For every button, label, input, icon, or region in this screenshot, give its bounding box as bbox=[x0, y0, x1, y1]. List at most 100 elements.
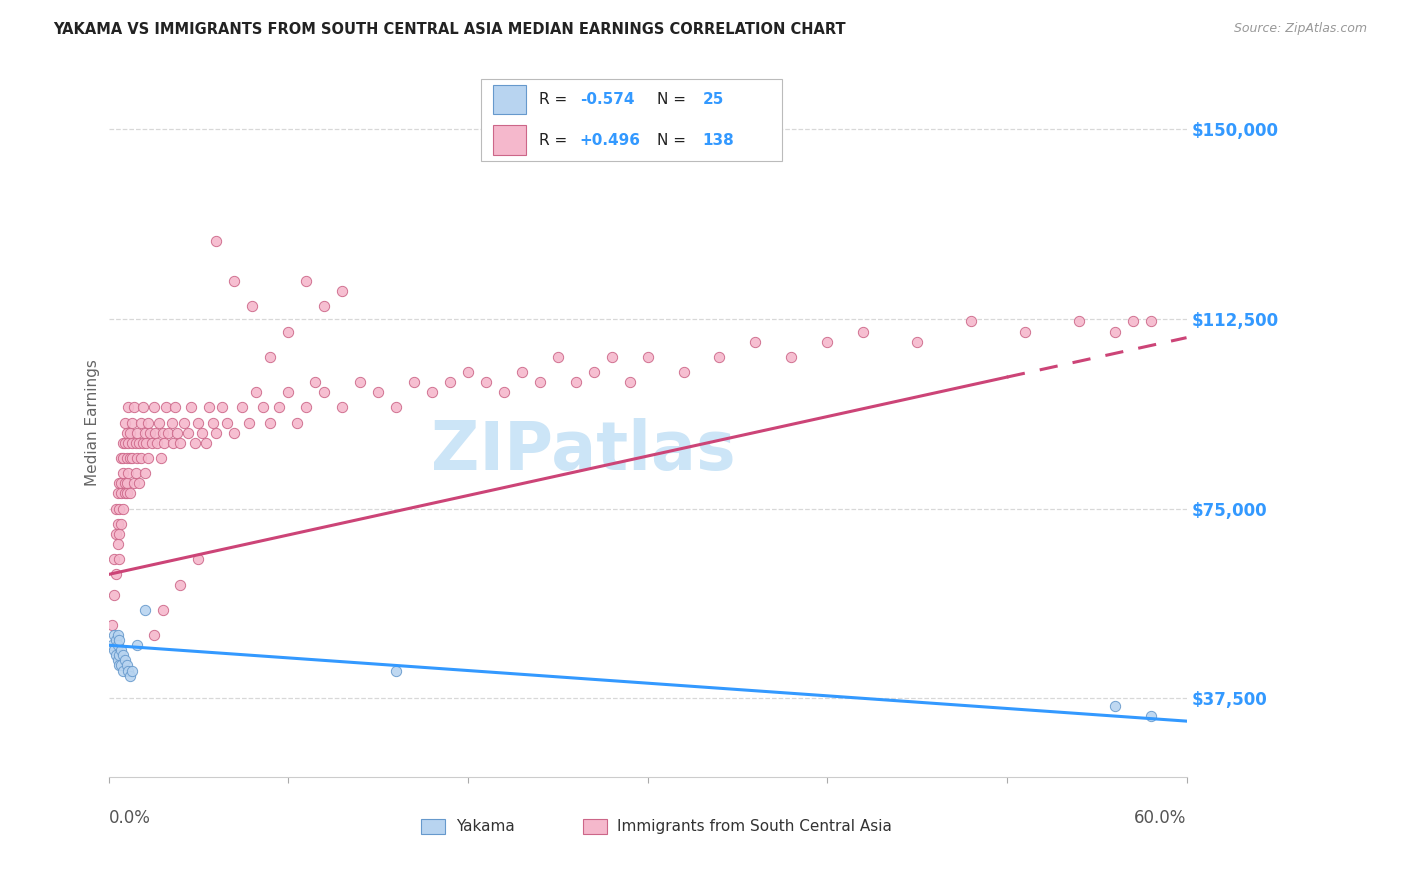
Point bbox=[108, 633, 131, 648]
Point bbox=[127, 638, 149, 652]
Text: 25: 25 bbox=[703, 92, 724, 107]
Point bbox=[135, 436, 157, 450]
Point bbox=[111, 648, 134, 663]
Point bbox=[198, 401, 221, 415]
Point bbox=[231, 401, 253, 415]
Point bbox=[103, 588, 125, 602]
Text: ZIPatlas: ZIPatlas bbox=[430, 418, 735, 484]
Point bbox=[314, 385, 336, 400]
Point bbox=[314, 299, 336, 313]
Text: 0.0%: 0.0% bbox=[108, 809, 150, 827]
Point bbox=[142, 401, 165, 415]
Point bbox=[108, 658, 131, 673]
Point bbox=[108, 648, 131, 663]
Text: YAKAMA VS IMMIGRANTS FROM SOUTH CENTRAL ASIA MEDIAN EARNINGS CORRELATION CHART: YAKAMA VS IMMIGRANTS FROM SOUTH CENTRAL … bbox=[53, 22, 846, 37]
Point bbox=[148, 416, 170, 430]
Text: 138: 138 bbox=[703, 133, 734, 148]
Text: R =: R = bbox=[538, 92, 572, 107]
Point bbox=[194, 436, 217, 450]
Point bbox=[304, 375, 326, 389]
Point bbox=[111, 467, 134, 481]
Point bbox=[960, 314, 983, 328]
Text: N =: N = bbox=[657, 133, 692, 148]
Point bbox=[277, 325, 299, 339]
Text: 60.0%: 60.0% bbox=[1135, 809, 1187, 827]
Text: +0.496: +0.496 bbox=[579, 133, 641, 148]
Point bbox=[129, 451, 152, 466]
Point bbox=[269, 401, 291, 415]
Point bbox=[120, 425, 142, 440]
Point bbox=[529, 375, 551, 389]
Point bbox=[115, 486, 138, 500]
Point bbox=[637, 350, 659, 364]
Point bbox=[149, 451, 172, 466]
Point bbox=[173, 416, 195, 430]
Point bbox=[1122, 314, 1144, 328]
Point bbox=[744, 334, 766, 349]
Point bbox=[104, 567, 127, 582]
Point bbox=[129, 416, 152, 430]
Point bbox=[115, 476, 138, 491]
Point bbox=[108, 527, 131, 541]
Bar bbox=[583, 819, 606, 834]
Point bbox=[104, 501, 127, 516]
Text: -0.574: -0.574 bbox=[579, 92, 634, 107]
Point bbox=[114, 653, 136, 667]
Point bbox=[224, 425, 246, 440]
Point bbox=[127, 451, 149, 466]
Point bbox=[117, 436, 139, 450]
Point bbox=[217, 416, 239, 430]
Point bbox=[330, 284, 353, 298]
Point bbox=[259, 416, 281, 430]
Bar bbox=[422, 819, 444, 834]
Point bbox=[103, 552, 125, 566]
Point bbox=[709, 350, 731, 364]
Point bbox=[107, 628, 129, 642]
Point bbox=[114, 436, 136, 450]
Point bbox=[1104, 325, 1126, 339]
Point bbox=[117, 467, 139, 481]
Point bbox=[121, 416, 143, 430]
Point bbox=[104, 527, 127, 541]
Point bbox=[101, 618, 124, 632]
Point bbox=[385, 664, 408, 678]
Point bbox=[240, 299, 263, 313]
Point bbox=[134, 603, 156, 617]
FancyBboxPatch shape bbox=[481, 79, 782, 161]
Point bbox=[108, 552, 131, 566]
Point bbox=[176, 425, 198, 440]
Point bbox=[1014, 325, 1036, 339]
Point bbox=[146, 436, 169, 450]
Point bbox=[107, 516, 129, 531]
Point bbox=[156, 425, 179, 440]
Point bbox=[238, 416, 260, 430]
Point bbox=[136, 416, 159, 430]
Point bbox=[132, 401, 155, 415]
Point bbox=[128, 476, 150, 491]
Point bbox=[108, 501, 131, 516]
Point bbox=[582, 365, 605, 379]
Point bbox=[402, 375, 425, 389]
Point bbox=[121, 436, 143, 450]
Point bbox=[139, 425, 162, 440]
Point bbox=[205, 234, 228, 248]
Point bbox=[420, 385, 443, 400]
Point bbox=[152, 603, 174, 617]
Point bbox=[160, 416, 183, 430]
Point bbox=[245, 385, 267, 400]
Point bbox=[162, 436, 184, 450]
Bar bbox=[494, 126, 526, 155]
Point bbox=[142, 628, 165, 642]
Point bbox=[128, 436, 150, 450]
Point bbox=[1139, 709, 1161, 723]
Point bbox=[110, 486, 132, 500]
Point bbox=[124, 467, 146, 481]
Point bbox=[205, 425, 228, 440]
Point bbox=[169, 436, 191, 450]
Point bbox=[117, 664, 139, 678]
Point bbox=[124, 436, 146, 450]
Point bbox=[187, 416, 209, 430]
Point bbox=[114, 486, 136, 500]
Point bbox=[103, 643, 125, 657]
Point bbox=[120, 486, 142, 500]
